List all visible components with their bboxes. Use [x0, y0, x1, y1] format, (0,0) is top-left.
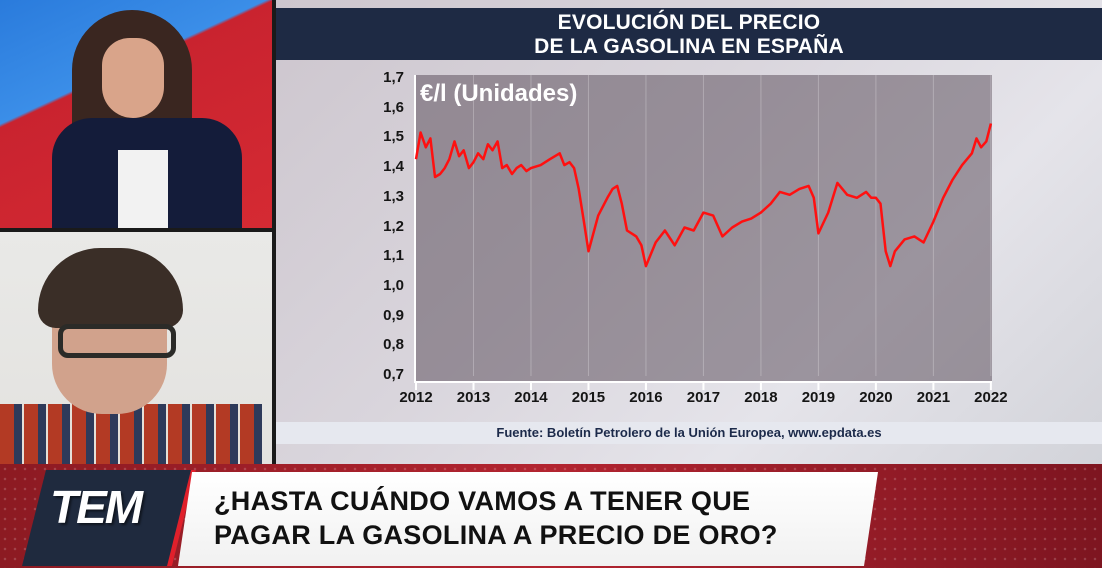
guest-hair — [38, 248, 183, 328]
lower-third-banner: TEM ¿HASTA CUÁNDO VAMOS A TENER QUE PAGA… — [0, 464, 1102, 568]
x-tick-label: 2012 — [399, 389, 433, 406]
y-tick-label: 1,3 — [383, 187, 404, 205]
y-tick-label: 0,7 — [383, 366, 404, 383]
y-tick-label: 1,4 — [383, 158, 404, 176]
y-tick-label: 1,7 — [383, 69, 404, 86]
x-tick-label: 2020 — [859, 389, 893, 406]
y-tick-label: 1,2 — [383, 217, 404, 235]
chart-title-line-1: EVOLUCIÓN DEL PRECIO — [557, 11, 821, 34]
y-tick-label: 0,9 — [383, 306, 404, 324]
chart-title: EVOLUCIÓN DEL PRECIO DE LA GASOLINA EN E… — [276, 8, 1102, 60]
x-tick-label: 2014 — [514, 389, 548, 406]
y-tick-label: 1,5 — [383, 128, 404, 146]
x-tick-label: 2019 — [801, 389, 836, 406]
headline-line-1: ¿HASTA CUÁNDO VAMOS A TENER QUE — [214, 486, 751, 516]
headline: ¿HASTA CUÁNDO VAMOS A TENER QUE PAGAR LA… — [214, 484, 778, 552]
guest-shirt — [0, 404, 262, 464]
x-tick-label: 2015 — [571, 389, 606, 406]
y-tick-label: 1,0 — [383, 276, 404, 294]
chart-title-line-2: DE LA GASOLINA EN ESPAÑA — [534, 35, 844, 58]
source-caption: Fuente: Boletín Petrolero de la Unión Eu… — [276, 422, 1102, 444]
unit-label: €/l (Unidades) — [420, 80, 578, 107]
x-tick-label: 2021 — [916, 389, 951, 406]
host-camera-feed — [0, 0, 272, 228]
x-tick-label: 2017 — [686, 389, 721, 406]
y-tick-label: 0,8 — [383, 336, 404, 354]
headline-line-2: PAGAR LA GASOLINA A PRECIO DE ORO? — [214, 520, 778, 550]
tem-logo: TEM — [50, 481, 143, 533]
y-tick-label: 1,6 — [383, 98, 404, 116]
line-chart — [414, 75, 993, 390]
plot-area — [414, 75, 992, 383]
x-tick-label: 2016 — [629, 389, 663, 406]
headline-box — [178, 472, 878, 566]
y-tick-label: 1,1 — [383, 247, 404, 265]
x-tick-label: 2013 — [456, 389, 491, 406]
host-face — [102, 38, 164, 118]
guest-glasses — [58, 324, 176, 358]
x-tick-label: 2022 — [974, 389, 1008, 406]
host-shirt — [118, 150, 168, 228]
price-line — [414, 123, 993, 268]
chart-panel: EVOLUCIÓN DEL PRECIO DE LA GASOLINA EN E… — [276, 0, 1102, 464]
x-tick-label: 2018 — [744, 389, 778, 406]
